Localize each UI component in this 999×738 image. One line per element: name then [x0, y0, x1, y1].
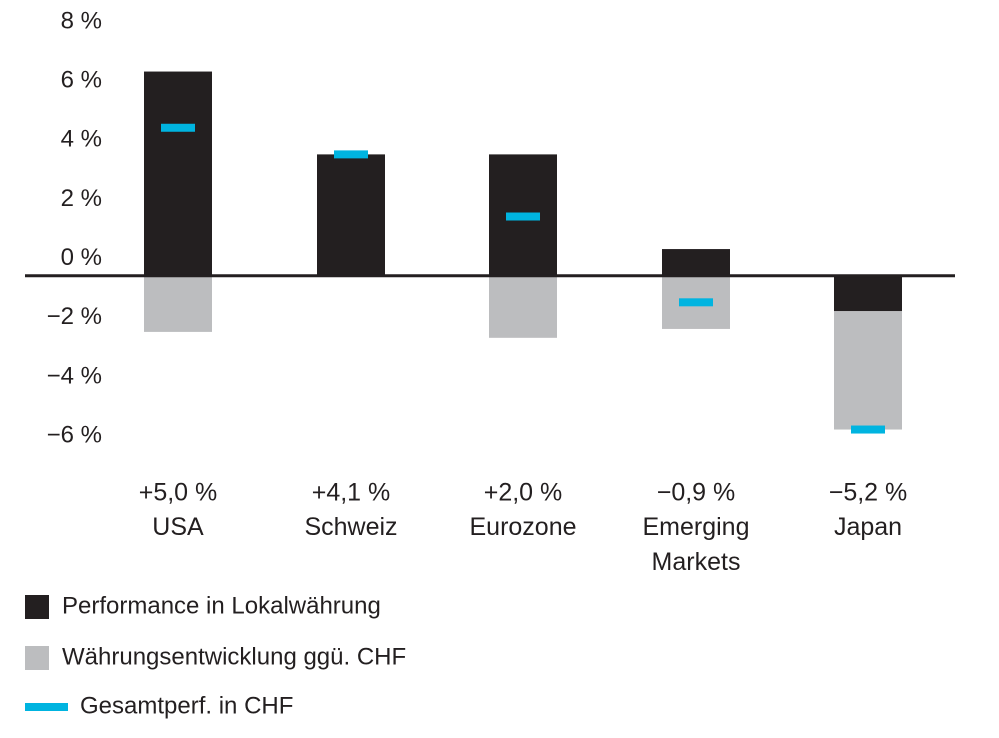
legend-label: Währungsentwicklung ggü. CHF	[62, 643, 406, 670]
y-tick-label: 0 %	[61, 244, 102, 271]
total-marker	[506, 212, 540, 221]
y-tick-label: 8 %	[61, 7, 102, 34]
x-tick-label: USA	[152, 513, 204, 541]
value-label: +2,0 %	[484, 479, 563, 507]
y-tick-label: −4 %	[47, 362, 102, 389]
bar	[489, 275, 557, 338]
y-tick-label: 4 %	[61, 126, 102, 153]
x-tick-label: Eurozone	[469, 513, 577, 541]
legend-label: Gesamtperf. in CHF	[80, 692, 293, 719]
bar	[662, 249, 730, 276]
value-label: −5,2 %	[829, 479, 908, 507]
x-tick-label: Japan	[833, 513, 903, 541]
bar	[144, 275, 212, 332]
total-marker	[851, 425, 885, 434]
value-label: +5,0 %	[139, 479, 218, 507]
bar	[317, 154, 385, 276]
x-tick-label: Schweiz	[304, 513, 398, 541]
total-marker	[334, 150, 368, 159]
x-tick-label: Emerging Markets	[642, 513, 750, 576]
y-tick-label: 6 %	[61, 67, 102, 94]
total-marker	[161, 123, 195, 132]
legend-label: Performance in Lokalwährung	[62, 592, 381, 619]
value-label: +4,1 %	[312, 479, 391, 507]
total-marker	[679, 298, 713, 307]
legend-swatch	[25, 703, 68, 711]
bar	[834, 311, 902, 430]
y-tick-label: 2 %	[61, 185, 102, 212]
legend-swatch	[25, 595, 49, 619]
value-label: −0,9 %	[657, 479, 736, 507]
bar	[834, 275, 902, 312]
bar	[144, 71, 212, 276]
y-tick-label: −2 %	[47, 303, 102, 330]
legend-swatch	[25, 646, 49, 670]
y-tick-label: −6 %	[47, 422, 102, 449]
